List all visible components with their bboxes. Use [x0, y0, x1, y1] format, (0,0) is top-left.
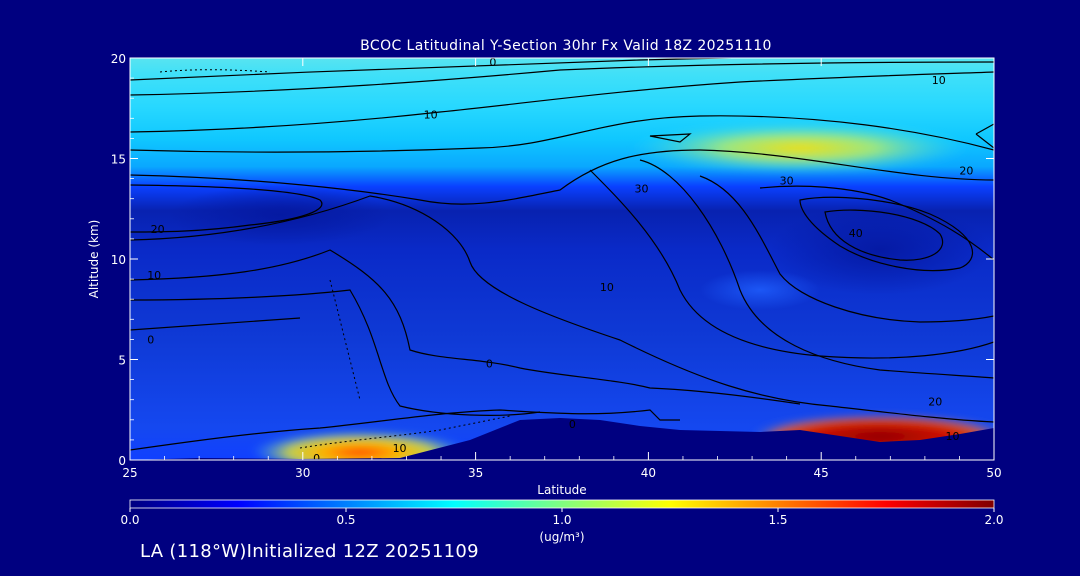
- upper-high-concentration: [630, 122, 970, 174]
- contour-label: 0: [486, 358, 493, 371]
- contour-label: 30: [780, 175, 794, 188]
- contour-lines: [130, 58, 994, 451]
- contour-label: 0: [489, 56, 496, 69]
- y-tick-label: 0: [118, 454, 126, 468]
- terrain: [130, 418, 994, 460]
- x-tick-label: 35: [468, 466, 483, 480]
- y-tick-label: 20: [111, 52, 126, 66]
- surface-high-concentration-south: [250, 426, 470, 460]
- dotted-contours: [159, 69, 511, 449]
- low-concentration-patch-west: [170, 185, 390, 245]
- mid-concentration-patch: [700, 270, 820, 310]
- y-axis-label: Altitude (km): [87, 220, 101, 299]
- x-tick-label: 40: [641, 466, 656, 480]
- colorbar-tick-label: 1.5: [768, 513, 787, 527]
- contour-label: 0: [147, 333, 154, 346]
- y-tick-label: 5: [118, 354, 126, 368]
- low-concentration-core: [770, 205, 990, 295]
- x-axis: 25 30 35 40 45 50: [122, 58, 1002, 480]
- x-tick-label: 50: [986, 466, 1001, 480]
- y-axis: 0 5 10 15 20: [111, 52, 994, 468]
- footer-initialized: LA (118°W)Initialized 12Z 20251109: [140, 541, 479, 562]
- chart-title: BCOC Latitudinal Y-Section 30hr Fx Valid…: [360, 38, 772, 54]
- x-tick-label: 25: [122, 466, 137, 480]
- contour-label: 10: [946, 430, 960, 443]
- contour-label: 10: [147, 269, 161, 282]
- contour-label: 20: [959, 165, 973, 178]
- colorbar-tick-label: 1.0: [552, 513, 571, 527]
- y-tick-label: 10: [111, 253, 126, 267]
- colorbar-ticks: 0.0 0.5 1.0 1.5 2.0: [120, 508, 1004, 527]
- colorbar-tick-label: 0.5: [336, 513, 355, 527]
- contour-label: 0: [313, 452, 320, 465]
- colorbar-bar: [129, 499, 995, 509]
- contour-label: 30: [634, 183, 648, 196]
- contour-label: 0: [569, 418, 576, 431]
- colorbar: 0.0 0.5 1.0 1.5 2.0 (ug/m³): [120, 499, 1004, 544]
- contour-label: 10: [932, 74, 946, 87]
- y-tick-label: 15: [111, 153, 126, 167]
- contour-label: 10: [393, 442, 407, 455]
- contour-label: 20: [151, 223, 165, 236]
- colorbar-unit: (ug/m³): [539, 530, 584, 544]
- plot-area: 0 10 10 20 30 30 40 20 10 0 10 0 0 0 10 20 10: [130, 56, 994, 465]
- contour-label: 10: [600, 281, 614, 294]
- contour-label: 10: [424, 108, 438, 121]
- x-tick-label: 30: [295, 466, 310, 480]
- contour-label: 20: [928, 396, 942, 409]
- contour-labels: 0 10 10 20 30 30 40 20 10 0 10 0 0 0 10 20 10: [147, 56, 973, 465]
- colorbar-tick-label: 0.0: [120, 513, 139, 527]
- colorbar-tick-label: 2.0: [984, 513, 1003, 527]
- contour-label: 40: [849, 227, 863, 240]
- x-axis-label: Latitude: [537, 483, 586, 497]
- x-tick-label: 45: [814, 466, 829, 480]
